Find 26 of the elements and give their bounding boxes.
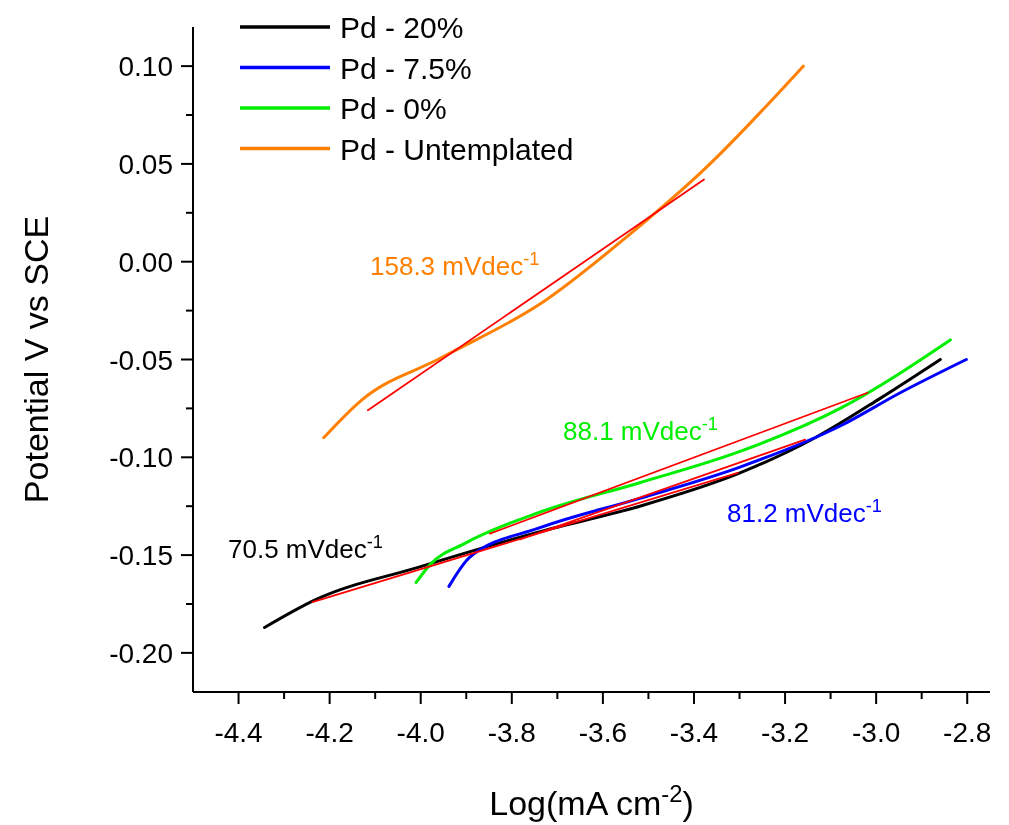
y-tick-label: 0.10 [118,51,173,83]
y-tick-label: -0.15 [109,540,173,572]
x-tick-label: -2.8 [943,717,992,748]
annotation: 88.1 mVdec$^{-1}$ [563,414,718,446]
y-axis-title: Potential V vs SCE [17,215,55,504]
y-tick-label: 0.00 [118,246,173,278]
legend-label: Pd - 20% [340,11,464,44]
x-tick-label: -3.6 [578,717,628,748]
y-tick-label: -0.20 [109,637,173,669]
x-tick-label: -3.4 [669,717,719,748]
y-tick-label: -0.05 [109,344,173,376]
legend-label: Pd - 7.5% [340,51,472,85]
y-tick-label: -0.10 [109,442,173,474]
x-tick-label: -3.8 [487,717,536,748]
annotation: 81.2 mVdec$^{-1}$ [727,496,882,528]
x-tick-label: -4.4 [214,717,263,748]
x-tick-label: -3.0 [852,717,901,748]
y-tick-label: 0.05 [118,148,173,180]
legend-label: Pd - 0% [340,92,447,125]
x-tick-label: -4.0 [396,717,445,748]
annotation: 70.5 mVdec$^{-1}$ [228,532,383,564]
x-tick-label: -3.2 [760,717,810,748]
x-axis-title: Log(mA cm$^{-2}$) [489,779,694,822]
legend-label: Pd - Untemplated [340,132,574,166]
x-tick-label: -4.2 [305,717,354,748]
annotation: 158.3 mVdec$^{-1}$ [370,249,540,281]
